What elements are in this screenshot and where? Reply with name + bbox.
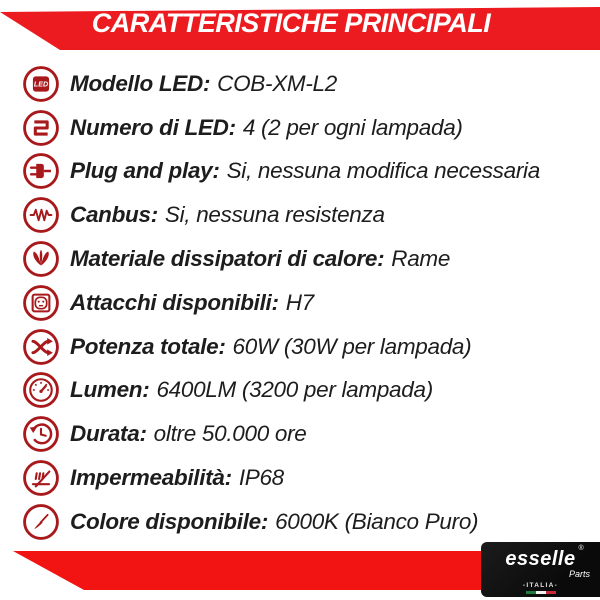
header-banner: CARATTERISTICHE PRINCIPALI (0, 7, 600, 50)
feature-text: Numero di LED: 4 (2 per ogni lampada) (70, 115, 463, 141)
page-title: CARATTERISTICHE PRINCIPALI (91, 8, 491, 38)
feature-text: Plug and play: Si, nessuna modifica neces… (70, 158, 540, 184)
feature-value: 4 (2 per ogni lampada) (242, 114, 463, 140)
feature-row: Numero di LED: 4 (2 per ogni lampada) (22, 106, 600, 150)
feature-value: 6000K (Bianco Puro) (275, 508, 479, 534)
italian-flag-icon (525, 591, 556, 594)
feature-text: Modello LED: COB-XM-L2 (70, 71, 337, 97)
plug-icon (22, 152, 60, 190)
feature-value: COB-XM-L2 (217, 70, 337, 96)
registered-trademark-icon: ® (578, 545, 584, 552)
feature-value: IP68 (238, 465, 284, 491)
feature-value: H7 (285, 289, 314, 315)
feature-label: Materiale dissipatori di calore: (70, 246, 385, 272)
feature-text: Attacchi disponibili: H7 (70, 290, 314, 316)
led-chip-icon (22, 65, 60, 103)
brand-logo: esselle ® Parts -ITALIA- (481, 542, 600, 597)
feature-row: Impermeabilità: IP68 (22, 456, 600, 500)
feature-text: Potenza totale: 60W (30W per lampada) (70, 333, 472, 360)
brand-name: esselle (505, 548, 576, 570)
feature-label: Canbus: (70, 202, 158, 228)
feature-row: Colore disponibile: 6000K (Bianco Puro) (22, 500, 600, 544)
feature-value: 6400LM (3200 per lampada) (156, 377, 433, 403)
feature-label: Durata: (70, 421, 147, 447)
brush-icon (22, 503, 60, 541)
feature-label: Potenza totale: (70, 333, 226, 359)
feature-text: Impermeabilità: IP68 (70, 465, 284, 491)
resistor-icon (22, 196, 60, 234)
feature-text: Colore disponibile: 6000K (Bianco Puro) (70, 508, 479, 535)
feature-row: Canbus: Si, nessuna resistenza (22, 193, 600, 237)
waterproof-icon (22, 459, 60, 497)
gauge-icon (22, 371, 60, 409)
feature-label: Numero di LED: (70, 114, 236, 140)
led-count-icon (22, 109, 60, 147)
feature-label: Modello LED: (70, 70, 211, 96)
heatsink-icon (22, 240, 60, 278)
feature-text: Lumen: 6400LM (3200 per lampada) (70, 377, 433, 403)
history-clock-icon (22, 415, 60, 453)
feature-text: Durata: oltre 50.000 ore (70, 421, 307, 447)
brand-country: -ITALIA- (522, 582, 559, 589)
brand-division: Parts (568, 569, 590, 579)
shuffle-icon (22, 328, 60, 366)
feature-value: oltre 50.000 ore (153, 421, 307, 447)
feature-value: 60W (30W per lampada) (232, 333, 472, 359)
feature-value: Si, nessuna modifica necessaria (226, 158, 541, 184)
feature-list: Modello LED: COB-XM-L2 Numero di LED: 4 (2… (22, 62, 600, 544)
feature-text: Canbus: Si, nessuna resistenza (70, 202, 385, 228)
feature-row: Durata: oltre 50.000 ore (22, 412, 600, 456)
feature-label: Lumen: (70, 377, 150, 403)
feature-label: Impermeabilità: (70, 465, 232, 491)
feature-value: Rame (391, 246, 451, 272)
feature-row: Attacchi disponibili: H7 (22, 281, 600, 325)
socket-icon (22, 284, 60, 322)
feature-row: Plug and play: Si, nessuna modifica neces… (22, 150, 600, 194)
feature-label: Plug and play: (70, 158, 220, 184)
brand-name-wrap: esselle ® (505, 545, 583, 570)
feature-label: Attacchi disponibili: (70, 289, 279, 315)
feature-row: Lumen: 6400LM (3200 per lampada) (22, 369, 600, 413)
feature-label: Colore disponibile: (70, 508, 269, 534)
feature-text: Materiale dissipatori di calore: Rame (70, 246, 450, 272)
feature-row: Materiale dissipatori di calore: Rame (22, 237, 600, 281)
feature-value: Si, nessuna resistenza (164, 202, 385, 228)
feature-row: Potenza totale: 60W (30W per lampada) (22, 325, 600, 369)
feature-row: Modello LED: COB-XM-L2 (22, 62, 600, 106)
